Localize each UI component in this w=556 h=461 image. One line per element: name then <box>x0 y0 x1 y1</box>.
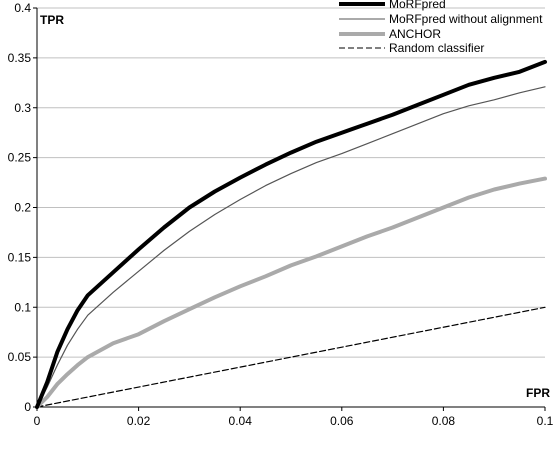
axes <box>33 7 546 411</box>
legend-label-random-classifier: Random classifier <box>389 41 484 55</box>
series-line-morfpred <box>35 59 547 409</box>
legend-label-anchor: ANCHOR <box>389 27 441 41</box>
y-axis-label: TPR <box>40 13 64 27</box>
legend-label-morfpred-no-alignment: MoRFpred without alignment <box>389 12 543 26</box>
y-tick-label-6: 0.3 <box>14 101 31 115</box>
y-tick-label-7: 0.35 <box>8 51 32 65</box>
series-line-anchor <box>35 176 547 409</box>
x-tick-label-5: 0.1 <box>537 414 554 428</box>
x-tick-label-0: 0 <box>34 414 41 428</box>
y-tick-label-0: 0 <box>24 400 31 414</box>
x-tick-label-1: 0.02 <box>127 414 151 428</box>
y-tick-labels: 0 0.05 0.1 0.15 0.2 0.25 0.3 0.35 0.4 <box>8 1 32 414</box>
series-line-random-classifier <box>36 306 546 408</box>
legend: MoRFpred MoRFpred without alignment ANCH… <box>339 0 543 55</box>
y-tick-label-5: 0.25 <box>8 151 32 165</box>
y-tick-label-2: 0.1 <box>14 300 31 314</box>
x-tick-labels: 0 0.02 0.04 0.06 0.08 0.1 <box>34 414 554 428</box>
y-tick-label-1: 0.05 <box>8 350 32 364</box>
series-line-morfpred-without-alignment <box>36 86 546 408</box>
x-axis-label: FPR <box>526 386 550 400</box>
grid-lines <box>37 7 545 358</box>
x-tick-label-4: 0.08 <box>432 414 456 428</box>
y-tick-label-4: 0.2 <box>14 201 31 215</box>
legend-label-morfpred: MoRFpred <box>389 0 446 11</box>
x-tick-label-2: 0.04 <box>229 414 253 428</box>
y-tick-label-8: 0.4 <box>14 1 31 15</box>
x-tick-label-3: 0.06 <box>330 414 354 428</box>
series-lines <box>35 59 547 409</box>
y-tick-label-3: 0.15 <box>8 250 32 264</box>
